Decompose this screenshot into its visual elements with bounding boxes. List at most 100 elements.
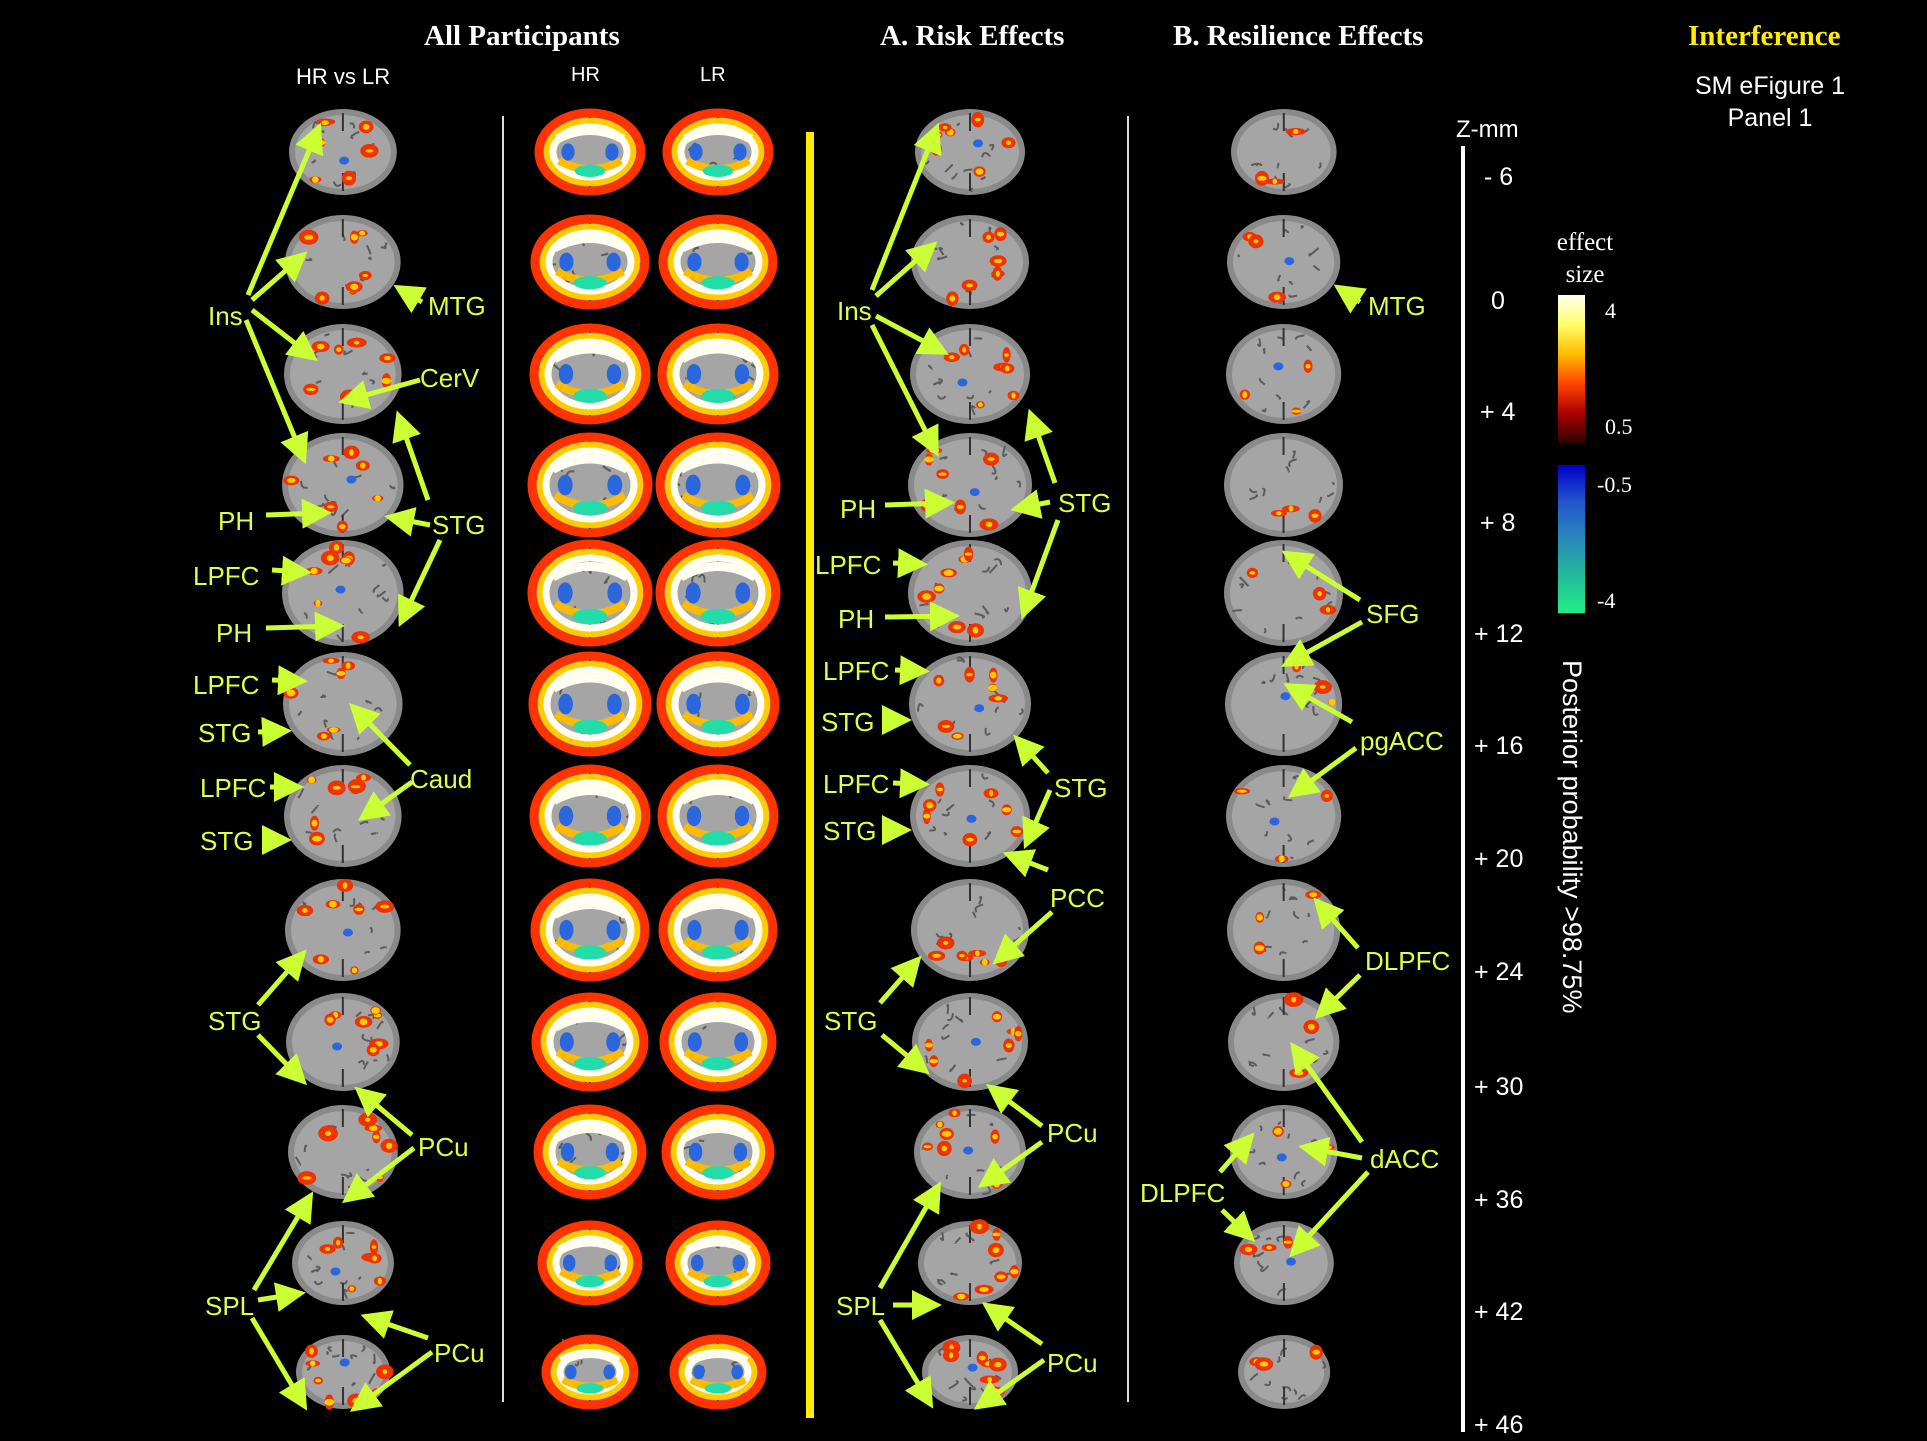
arrow-pcu-2b: [349, 1349, 434, 1412]
brain-slice: [655, 539, 781, 647]
label-stg-1: STG: [432, 510, 486, 540]
arrow-res-pgacc-1: [1283, 683, 1354, 725]
label-lpfc-2: LPFC: [193, 670, 260, 700]
arrow-caud-1: [348, 702, 412, 767]
arrow-risk-ins-3: [874, 313, 949, 355]
colorbar-neg-min: -4: [1597, 588, 1616, 613]
arrow-stg-1c: [398, 538, 443, 628]
arrow-risk-ph-1: [884, 488, 955, 519]
arrow-risk-stg-1b: [1010, 489, 1051, 519]
arrow-risk-ins-4: [869, 323, 939, 457]
subheader-lr: LR: [700, 64, 726, 86]
brain-slice: [659, 992, 777, 1092]
divider-left: [502, 116, 504, 1402]
colorbar-positive: [1558, 295, 1585, 443]
arrow-risk-ph-2: [884, 601, 960, 632]
arrow-caud-2: [357, 779, 414, 821]
brain-slice: [657, 764, 779, 868]
brain-slice: [529, 764, 651, 868]
arrow-res-dacc-3: [1289, 1170, 1370, 1258]
z-axis-line: [1461, 146, 1465, 1432]
arrow-cerv: [338, 377, 421, 410]
arrow-risk-lpfc-2: [894, 655, 930, 686]
brain-slice: [1237, 1335, 1331, 1409]
label-caud: Caud: [410, 764, 473, 794]
label-mtg: MTG: [428, 291, 486, 321]
label-stg-3: STG: [200, 826, 254, 856]
arrow-lpfc-2: [271, 665, 308, 696]
brain-slice: [541, 1334, 639, 1410]
brain-slice: [531, 992, 649, 1092]
subheader-hr-vs-lr: HR vs LR: [296, 64, 391, 89]
threshold-label: Posterior probability >98.75%: [1557, 660, 1587, 1014]
arrow-ins-1: [245, 122, 324, 296]
arrow-risk-lpfc-1: [892, 548, 928, 579]
label-res-pgacc: pgACC: [1360, 726, 1444, 756]
z-tick: + 16: [1474, 732, 1524, 760]
divider-right: [1127, 116, 1129, 1402]
label-ph-2: PH: [216, 618, 253, 648]
label-ins: Ins: [208, 301, 243, 331]
colorbar-pos-min: 0.5: [1605, 414, 1633, 439]
arrow-risk-pcu-1b: [977, 1139, 1044, 1188]
caption-line2: Panel 1: [1727, 104, 1813, 132]
arrow-pcu-2a: [360, 1310, 429, 1341]
brain-slice: [1227, 879, 1341, 981]
label-risk-ph-1: PH: [840, 494, 877, 524]
label-risk-pcc: PCC: [1050, 883, 1105, 913]
arrow-stg-2: [257, 716, 292, 747]
arrow-stg-1: [392, 410, 431, 501]
brain-slice: [530, 214, 650, 310]
arrow-res-dlpfc-2a: [1218, 1132, 1255, 1174]
label-lpfc-1: LPFC: [193, 561, 260, 591]
brain-slice: [285, 215, 401, 309]
subheader-hr: HR: [571, 64, 600, 86]
label-stg-4: STG: [208, 1006, 262, 1036]
arrow-risk-lpfc-3: [892, 768, 930, 799]
arrow-ph-1: [265, 498, 332, 529]
label-risk-stg-5: STG: [824, 1006, 878, 1036]
arrow-pcu-1b: [342, 1146, 416, 1204]
arrow-risk-pcu-2b: [973, 1357, 1046, 1410]
header-all-participants: All Participants: [424, 20, 620, 52]
arrow-risk-pcc-2: [992, 910, 1054, 965]
brain-slice: [910, 765, 1030, 867]
arrow-pcu-1a: [354, 1086, 414, 1137]
brain-slice: [1226, 324, 1342, 424]
arrow-risk-spl-1: [877, 1181, 941, 1290]
arrow-risk-spl-3: [877, 1318, 934, 1409]
brain-slice: [284, 765, 402, 867]
brain-slice: [661, 1104, 775, 1200]
z-tick: + 30: [1474, 1073, 1524, 1101]
arrow-res-pgacc-2: [1287, 745, 1358, 798]
label-spl: SPL: [205, 1291, 255, 1321]
label-pcu-1: PCu: [418, 1132, 469, 1162]
label-lpfc-3: LPFC: [200, 773, 267, 803]
arrow-mtg: [393, 284, 427, 314]
arrow-res-dlpfc-1a: [1313, 897, 1360, 950]
brain-slice: [911, 215, 1029, 309]
arrow-stg-4b: [256, 1033, 307, 1086]
z-tick: + 8: [1480, 509, 1516, 537]
arrow-risk-pcu-1a: [986, 1084, 1044, 1128]
brain-slice: [286, 993, 400, 1091]
brain-slice: [658, 878, 778, 982]
brain-slice: [528, 651, 652, 757]
arrow-risk-stg-5b: [880, 1033, 930, 1075]
brain-slice: [912, 993, 1028, 1091]
label-pcu-2: PCu: [434, 1338, 485, 1368]
arrow-res-dacc-1: [1290, 1041, 1365, 1144]
label-risk-stg-3: STG: [1054, 773, 1108, 803]
colorbar-pos-max: 4: [1605, 298, 1616, 323]
label-risk-pcu-1: PCu: [1047, 1118, 1098, 1148]
label-stg-2: STG: [198, 718, 252, 748]
label-risk-lpfc-1: LPFC: [815, 550, 882, 580]
z-tick: + 42: [1474, 1298, 1524, 1326]
brain-slice: [665, 1220, 771, 1306]
brain-slice: [292, 1221, 394, 1305]
arrow-stg-1b: [384, 507, 431, 537]
arrow-risk-pcu-2a: [981, 1302, 1044, 1347]
label-risk-lpfc-2: LPFC: [823, 656, 890, 686]
brain-slice: [909, 652, 1031, 756]
brain-slice: [669, 1334, 767, 1410]
